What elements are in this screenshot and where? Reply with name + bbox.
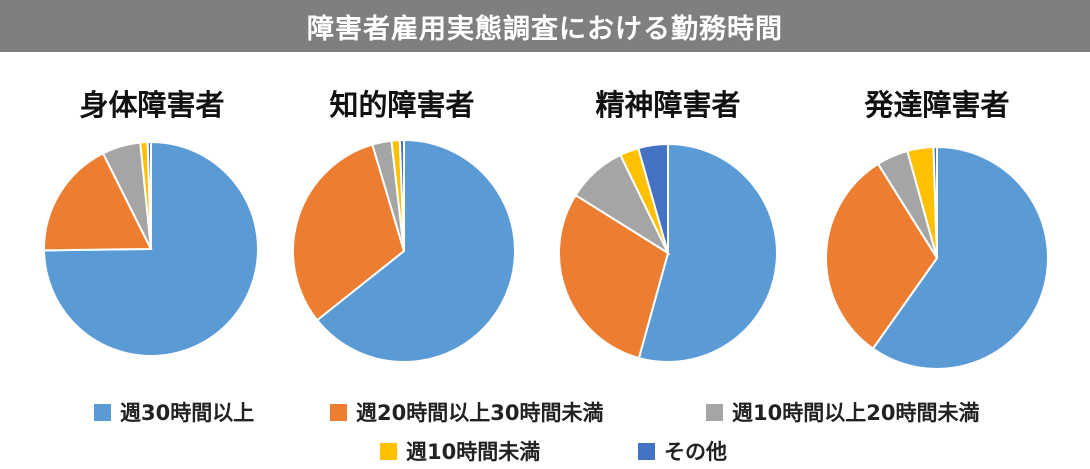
slice-20-30h [43, 152, 153, 252]
legend-item-10-20h: 週10時間以上20時間未満 [706, 397, 979, 427]
slice-30h-plus [871, 145, 1050, 370]
chart-title-mental: 精神障害者 [595, 88, 741, 122]
legend-item-under-10h: 週10時間未満 [380, 436, 540, 466]
page-banner: 障害者雇用実態調査における勤務時間 [0, 0, 1090, 52]
pie-intellectual [292, 138, 516, 363]
slice-other [637, 142, 669, 254]
slice-20-30h [558, 193, 670, 360]
legend-swatch [638, 442, 655, 460]
pie-developmental [825, 145, 1050, 370]
slice-other [932, 145, 938, 259]
legend-item-20-30h: 週20時間以上30時間未満 [330, 397, 603, 427]
legend-swatch [380, 442, 397, 460]
chart-title-developmental: 発達障害者 [864, 88, 1010, 122]
legend-label: 週30時間以上 [120, 401, 255, 425]
legend-swatch [94, 403, 111, 421]
legend-label: 週10時間以上20時間未満 [732, 401, 980, 425]
slice-30h-plus [315, 138, 516, 363]
slice-other [146, 140, 152, 250]
pie-mental [558, 142, 778, 363]
slice-30h-plus [42, 140, 259, 357]
slice-other [398, 138, 405, 252]
page-title: 障害者雇用実態調査における勤務時間 [307, 13, 783, 45]
slice-30h-plus [637, 142, 778, 363]
slice-20-30h [825, 162, 939, 351]
legend-label: 週20時間以上30時間未満 [356, 401, 604, 425]
legend-swatch [330, 403, 347, 421]
legend-item-30h-plus: 週30時間以上 [94, 397, 254, 427]
legend-label: 週10時間未満 [406, 440, 541, 464]
pie-physical [42, 140, 259, 357]
legend-label: その他 [664, 440, 727, 464]
legend-swatch [706, 403, 723, 421]
chart-title-intellectual: 知的障害者 [329, 88, 475, 122]
legend-item-other: その他 [638, 436, 727, 466]
slice-20-30h [292, 143, 406, 322]
chart-title-physical: 身体障害者 [79, 88, 225, 122]
